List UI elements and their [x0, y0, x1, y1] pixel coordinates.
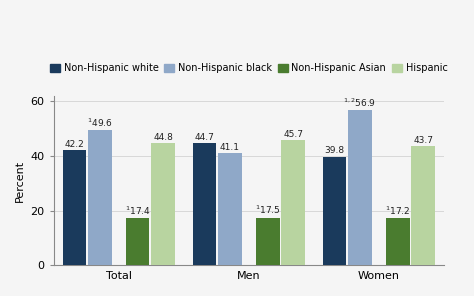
Bar — [193, 143, 216, 266]
Text: $^{1}$17.5: $^{1}$17.5 — [255, 204, 281, 216]
Y-axis label: Percent: Percent — [15, 160, 25, 202]
Text: 43.7: 43.7 — [413, 136, 433, 145]
Bar — [348, 110, 372, 266]
Text: $^{1}$49.6: $^{1}$49.6 — [87, 116, 113, 129]
Text: 41.1: 41.1 — [220, 143, 240, 152]
Bar — [126, 218, 149, 266]
Bar — [323, 157, 346, 266]
Text: 39.8: 39.8 — [325, 147, 345, 155]
Bar — [218, 153, 242, 266]
Bar — [386, 218, 410, 266]
Text: $^{1}$17.2: $^{1}$17.2 — [385, 205, 410, 217]
Bar — [88, 130, 111, 266]
Text: $^{1}$17.4: $^{1}$17.4 — [125, 204, 151, 217]
Bar — [411, 146, 435, 266]
Text: $^{1,2}$56.9: $^{1,2}$56.9 — [344, 96, 376, 109]
Bar — [282, 140, 305, 266]
Text: 44.8: 44.8 — [153, 133, 173, 142]
Text: 44.7: 44.7 — [195, 133, 215, 142]
Text: 45.7: 45.7 — [283, 130, 303, 139]
Text: 42.2: 42.2 — [64, 140, 84, 149]
Bar — [63, 150, 86, 266]
Bar — [256, 218, 280, 266]
Bar — [151, 143, 175, 266]
Legend: Non-Hispanic white, Non-Hispanic black, Non-Hispanic Asian, Hispanic: Non-Hispanic white, Non-Hispanic black, … — [50, 63, 447, 73]
